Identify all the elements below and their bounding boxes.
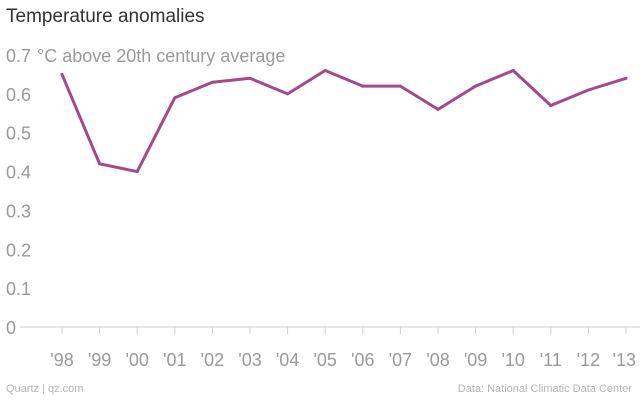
x-tick-label: '07 (389, 350, 412, 370)
data-point (173, 96, 177, 100)
x-tick-label: '02 (201, 350, 224, 370)
footer-source-left: Quartz | qz.com (6, 383, 84, 395)
y-tick-label: 0.5 (6, 124, 31, 144)
y-tick-label: 0.3 (6, 201, 31, 221)
x-tick-label: '99 (88, 350, 111, 370)
data-point (474, 84, 478, 88)
data-point (323, 69, 327, 73)
x-tick-label: '04 (276, 350, 299, 370)
data-point (624, 76, 628, 80)
x-axis: '98 '99 '00 '01 '02 '03 '04 '05 '06 '07 '08 '09 '10 '… (50, 327, 636, 370)
x-tick-label: '12 (577, 350, 600, 370)
data-point (361, 84, 365, 88)
x-tick-label: '13 (613, 350, 636, 370)
data-point (511, 69, 515, 73)
data-points (60, 69, 628, 174)
data-point (436, 107, 440, 111)
data-point (210, 80, 214, 84)
y-tick-label: 0.4 (6, 163, 31, 183)
data-point (549, 104, 553, 108)
footer-source-right: Data: National Climatic Data Center (457, 383, 632, 395)
x-tick-label: '05 (313, 350, 336, 370)
data-point (60, 72, 64, 76)
x-tick-label: '11 (540, 350, 562, 370)
series-line-temperature-anomaly (60, 69, 628, 174)
data-point (398, 84, 402, 88)
x-tick-label: '06 (351, 350, 374, 370)
y-tick-label: 0 (6, 318, 16, 338)
data-point (98, 162, 102, 166)
data-point (586, 88, 590, 92)
x-tick-label: '10 (501, 350, 524, 370)
x-tick-label: '01 (163, 350, 186, 370)
y-tick-label: 0.1 (6, 279, 31, 299)
x-tick-label: '08 (426, 350, 449, 370)
x-tick-label: '09 (464, 350, 487, 370)
y-axis-label: °C above 20th century average (37, 46, 285, 66)
x-tick-label: '00 (125, 350, 148, 370)
x-tick-label: '03 (238, 350, 261, 370)
data-point (248, 76, 252, 80)
x-tick-label: '98 (50, 350, 73, 370)
chart-title: Temperature anomalies (6, 6, 205, 27)
y-tick-label: 0.2 (6, 240, 31, 260)
y-tick-label: 0.6 (6, 85, 31, 105)
data-point (135, 170, 139, 174)
y-tick-label: 0.7 (6, 46, 31, 66)
data-point (286, 92, 290, 96)
y-axis: 0 0.1 0.2 0.3 0.4 0.5 0.6 0.7 °C above 20th cent… (6, 46, 285, 338)
